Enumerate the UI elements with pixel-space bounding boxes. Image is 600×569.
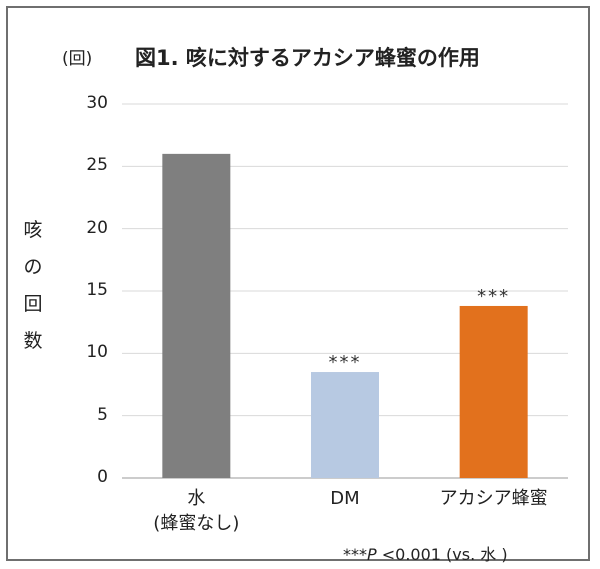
x-category-label: 水 (蜂蜜なし) [106,486,286,536]
x-category-line2: (蜂蜜なし) [153,513,240,534]
y-axis-label-char: 数 [23,330,43,352]
chart-title: 図1. 咳に対するアカシア蜂蜜の作用 [135,46,480,70]
footnote-text: <0.001 (vs. 水 ) [376,545,508,564]
bar-data-label: *** [477,286,510,307]
y-axis-label-char: 回 [23,293,43,315]
x-category-line1: 水 [187,488,206,509]
footnote-stars: *** [343,545,367,564]
bar [459,305,528,478]
y-axis-label-char: の [23,256,43,278]
y-axis-label: 咳 の 回 数 [18,212,48,360]
bar-data-label: *** [329,352,362,373]
y-tick-label: 20 [86,217,108,238]
x-category-label: DM [255,486,435,511]
y-tick-label: 5 [97,404,108,425]
x-category-line1: DM [330,488,360,509]
significance-footnote: ***P <0.001 (vs. 水 ) [343,541,508,565]
y-tick-label: 30 [86,93,108,113]
footnote-p: P [367,545,377,564]
y-tick-label: 15 [86,280,108,300]
bar [162,153,231,478]
x-category-line1: アカシア蜂蜜 [439,488,548,509]
y-tick-label: 0 [97,467,108,487]
x-category-label: アカシア蜂蜜 [404,486,584,511]
y-tick-label: 25 [86,155,108,176]
y-unit-label: (回) [62,49,93,69]
y-tick-label: 10 [86,342,108,363]
bar [311,372,379,478]
y-axis-label-char: 咳 [23,219,43,241]
